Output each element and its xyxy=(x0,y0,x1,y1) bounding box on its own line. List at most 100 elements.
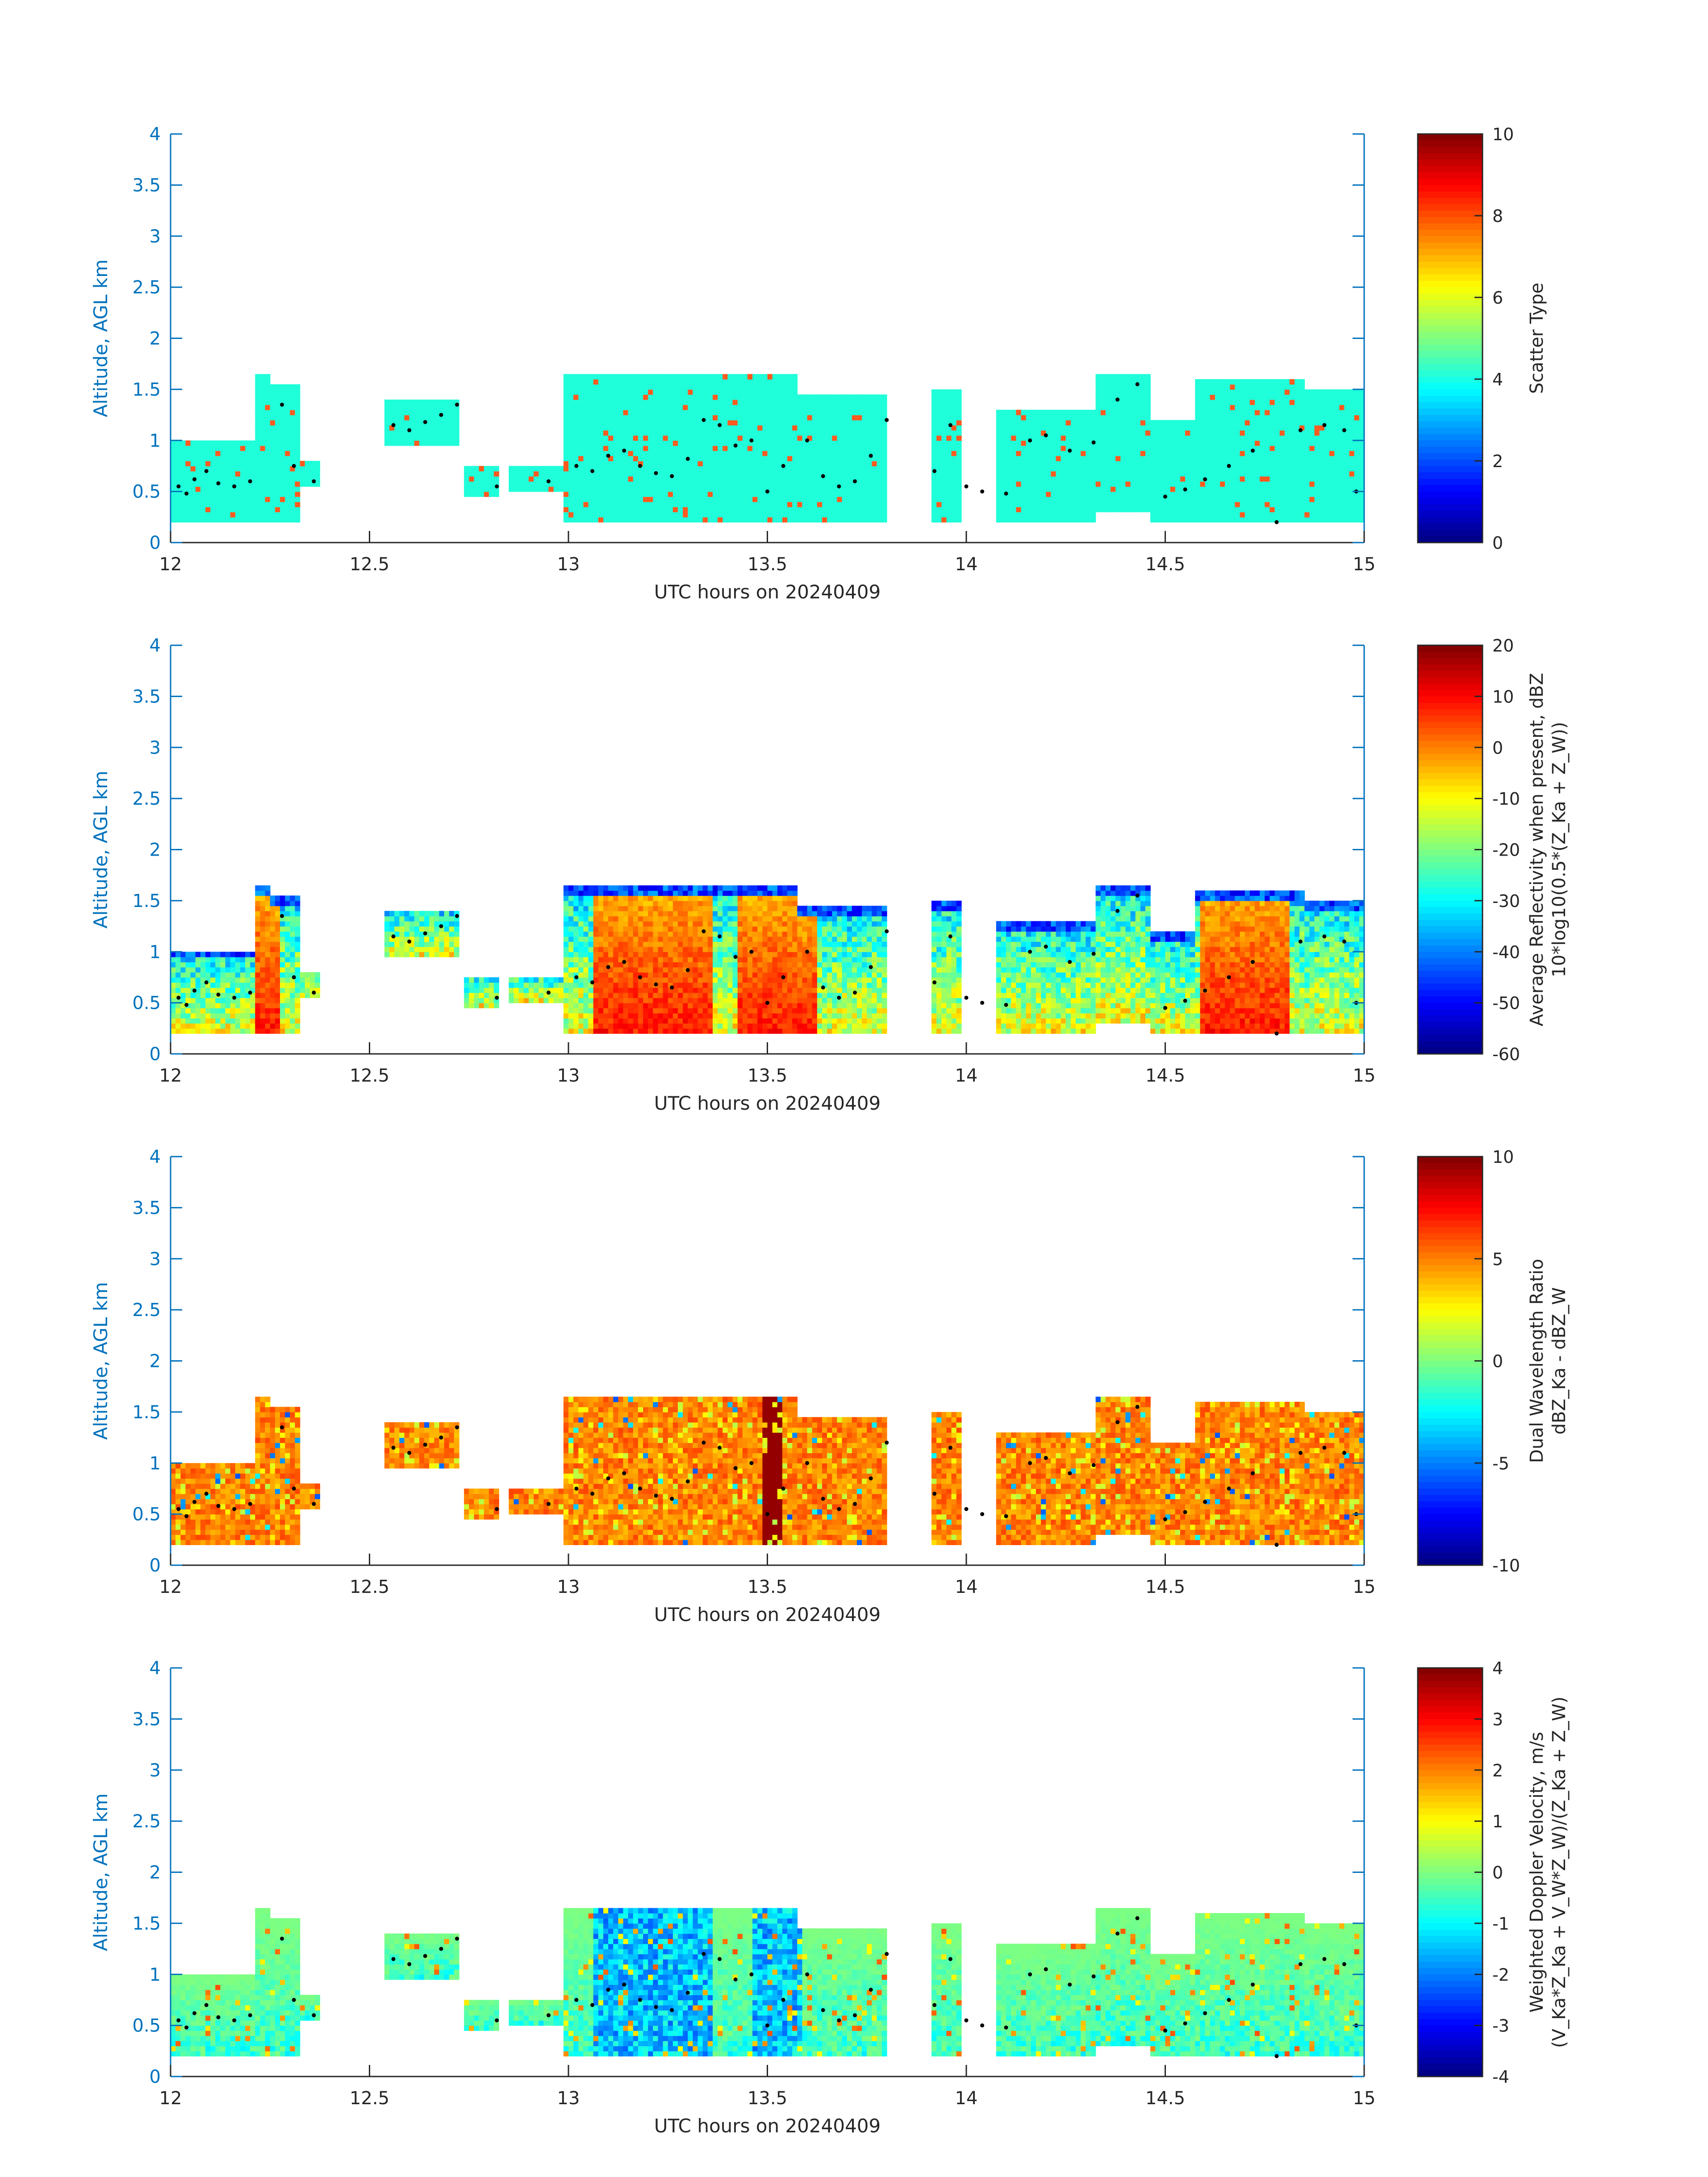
heatmap-cell xyxy=(812,415,818,421)
heatmap-cell xyxy=(817,440,823,446)
heatmap-cell xyxy=(275,420,280,426)
x-tick-label: 14 xyxy=(955,554,978,575)
heatmap-cell xyxy=(672,471,678,477)
heatmap-cell xyxy=(295,440,301,446)
heatmap-cell xyxy=(573,415,579,421)
cloud-top-dot xyxy=(176,484,181,489)
heatmap-cell xyxy=(1289,476,1295,482)
heatmap-cell xyxy=(1235,379,1240,385)
heatmap-cell xyxy=(732,399,738,405)
heatmap-cell xyxy=(235,440,241,446)
heatmap-cell xyxy=(941,415,947,421)
heatmap-cell xyxy=(1299,481,1305,487)
heatmap-cell xyxy=(787,517,793,522)
heatmap-cell xyxy=(484,486,489,492)
colorbar-band xyxy=(1418,306,1482,313)
heatmap-cell xyxy=(956,440,962,446)
heatmap-cell xyxy=(275,399,280,405)
heatmap-cell xyxy=(762,481,768,487)
heatmap-cell xyxy=(583,512,589,518)
heatmap-cell xyxy=(1244,430,1250,436)
heatmap-cell xyxy=(1130,405,1136,410)
heatmap-cell xyxy=(300,481,305,487)
heatmap-cell xyxy=(1344,394,1350,400)
heatmap-cell xyxy=(275,517,280,522)
heatmap-cell xyxy=(777,409,783,415)
heatmap-cell xyxy=(1235,405,1240,410)
heatmap-cell xyxy=(225,445,231,451)
heatmap-cell xyxy=(175,497,181,502)
heatmap-cell xyxy=(653,394,659,400)
heatmap-cell xyxy=(732,435,738,441)
heatmap-cell xyxy=(1006,466,1011,472)
heatmap-cell xyxy=(1190,512,1196,518)
heatmap-cell xyxy=(1324,461,1330,467)
heatmap-cell xyxy=(702,435,708,441)
heatmap-cell xyxy=(648,445,654,451)
heatmap-cell xyxy=(1220,409,1225,415)
heatmap-cell xyxy=(747,409,753,415)
heatmap-cell xyxy=(265,374,271,380)
heatmap-cell xyxy=(573,512,579,518)
heatmap-cell xyxy=(1170,440,1176,446)
heatmap-cell xyxy=(648,405,654,410)
heatmap-cell xyxy=(1065,501,1071,507)
heatmap-cell xyxy=(628,445,634,451)
heatmap-cell xyxy=(573,491,579,497)
heatmap-cell xyxy=(1200,517,1206,522)
colorbar-band xyxy=(1418,134,1482,141)
heatmap-cell xyxy=(175,491,181,497)
heatmap-cell xyxy=(598,471,604,477)
heatmap-cell xyxy=(1279,384,1285,390)
heatmap-cell xyxy=(1299,440,1305,446)
heatmap-cell xyxy=(1289,405,1295,410)
heatmap-cell xyxy=(290,455,296,461)
heatmap-cell xyxy=(777,461,783,467)
heatmap-cell xyxy=(235,461,241,467)
heatmap-cell xyxy=(996,497,1002,502)
heatmap-cell xyxy=(220,440,226,446)
heatmap-cell xyxy=(762,517,768,522)
heatmap-cell xyxy=(817,517,823,522)
heatmap-cell xyxy=(653,415,659,421)
heatmap-cell xyxy=(215,967,221,973)
heatmap-cell xyxy=(936,497,942,502)
heatmap-cell xyxy=(1200,466,1206,472)
heatmap-cell xyxy=(867,476,873,482)
heatmap-cell xyxy=(1324,512,1330,518)
heatmap-cell xyxy=(1090,512,1096,518)
heatmap-cell xyxy=(956,430,962,436)
heatmap-cell xyxy=(280,461,285,467)
heatmap-cell xyxy=(653,445,659,451)
heatmap-cell xyxy=(1349,445,1355,451)
heatmap-cell xyxy=(623,384,629,390)
heatmap-cell xyxy=(1011,435,1017,441)
heatmap-cell xyxy=(205,481,211,487)
heatmap-cell xyxy=(260,394,266,400)
heatmap-cell xyxy=(672,466,678,472)
heatmap-cell xyxy=(1289,451,1295,456)
heatmap-cell xyxy=(1225,389,1230,395)
heatmap-cell xyxy=(568,409,574,415)
heatmap-cell xyxy=(782,517,788,522)
heatmap-cell xyxy=(434,415,440,421)
heatmap-cell xyxy=(877,420,882,426)
heatmap-cell xyxy=(195,497,201,502)
heatmap-cell xyxy=(867,435,873,441)
heatmap-cell xyxy=(583,481,589,487)
heatmap-cell xyxy=(812,491,818,497)
heatmap-cell xyxy=(1105,420,1111,426)
heatmap-cell xyxy=(1205,425,1211,431)
heatmap-cell xyxy=(1026,415,1031,421)
heatmap-cell xyxy=(215,476,221,482)
heatmap-cell xyxy=(1230,435,1236,441)
heatmap-cell xyxy=(608,384,614,390)
heatmap-cell xyxy=(270,497,276,502)
heatmap-cell xyxy=(643,389,648,395)
heatmap-cell xyxy=(1284,379,1290,385)
heatmap-cell xyxy=(658,481,664,487)
heatmap-cell xyxy=(782,399,788,405)
heatmap-cell xyxy=(727,486,733,492)
heatmap-cell xyxy=(648,491,654,497)
heatmap-cell xyxy=(171,486,176,492)
